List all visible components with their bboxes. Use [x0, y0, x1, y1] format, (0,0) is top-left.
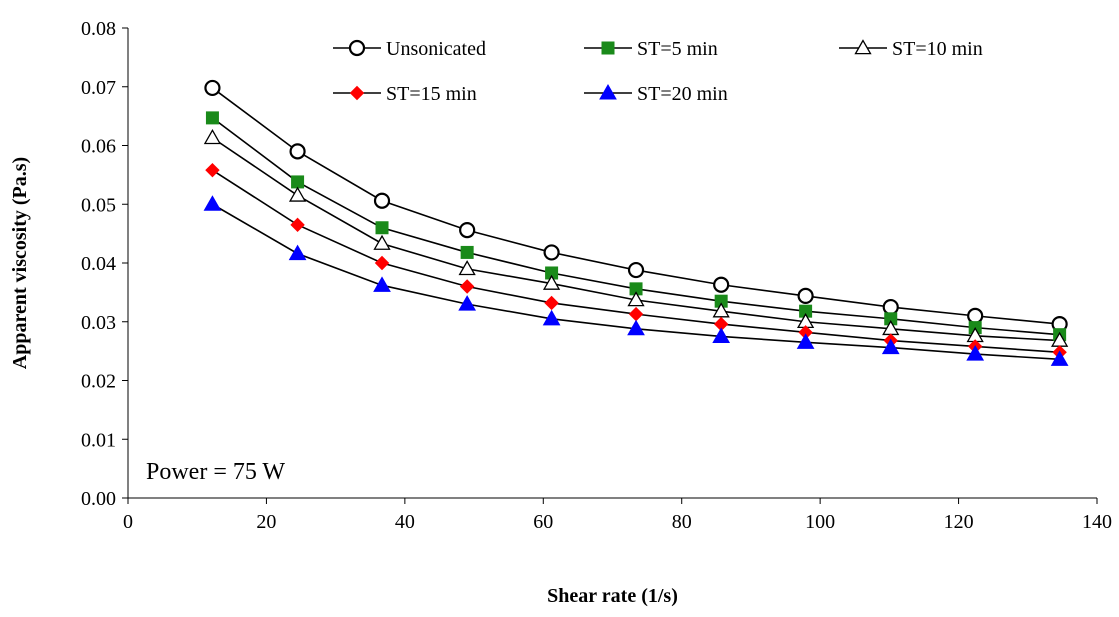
- data-point: [205, 111, 219, 125]
- x-tick-label: 80: [672, 511, 692, 533]
- ticks: 0 20 40 60 80 100 120 140 0.00 0.01 0.02 0.03 0.04 0.…: [81, 18, 1112, 533]
- y-tick-label: 0.02: [81, 371, 116, 393]
- x-tick-label: 40: [395, 511, 415, 533]
- data-point: [966, 345, 985, 361]
- data-point: [628, 306, 644, 322]
- y-axis-title: Apparent viscosity (Pa.s): [9, 157, 31, 369]
- x-tick-label: 20: [256, 511, 276, 533]
- data-point: [459, 222, 476, 239]
- data-point: [627, 319, 645, 336]
- data-point: [204, 79, 221, 97]
- legend-item: ST=5 min: [584, 38, 718, 60]
- data-point: [797, 287, 814, 304]
- legend-item: ST=20 min: [584, 83, 728, 105]
- data-point: [967, 307, 984, 324]
- data-point: [542, 309, 561, 326]
- data-point: [627, 291, 645, 307]
- series-markers: [203, 195, 1069, 366]
- data-point: [203, 129, 222, 145]
- data-point: [458, 295, 477, 311]
- y-tick-label: 0.03: [81, 312, 116, 334]
- data-point: [203, 195, 222, 211]
- x-tick-label: 60: [533, 511, 553, 533]
- data-point: [796, 333, 815, 349]
- y-tick-label: 0.05: [81, 194, 116, 216]
- data-point: [459, 279, 475, 294]
- legend-item: ST=15 min: [333, 83, 477, 105]
- legend-marker: [348, 39, 366, 57]
- series: [203, 79, 1069, 366]
- data-point: [374, 255, 390, 271]
- legend-label: ST=10 min: [892, 38, 983, 60]
- legend-label: Unsonicated: [386, 38, 486, 60]
- data-point: [544, 295, 559, 311]
- legend-marker: [601, 41, 615, 55]
- legend-item: Unsonicated: [333, 38, 486, 60]
- data-point: [460, 245, 474, 259]
- legend-label: ST=5 min: [637, 38, 718, 60]
- data-point: [712, 327, 731, 343]
- y-tick-label: 0.04: [81, 253, 116, 275]
- data-point: [543, 244, 560, 261]
- y-tick-label: 0.01: [81, 429, 116, 451]
- data-point: [375, 221, 389, 235]
- x-tick-label: 120: [944, 511, 974, 533]
- legend: Unsonicated ST=5 min ST=10 min ST=15 min ST=…: [333, 38, 983, 105]
- data-point: [881, 338, 900, 355]
- data-point: [542, 274, 561, 290]
- power-annotation: Power = 75 W: [146, 459, 285, 485]
- data-point: [288, 186, 307, 202]
- data-point: [291, 175, 305, 189]
- y-tick-label: 0.06: [81, 136, 116, 158]
- y-tick-label: 0.00: [81, 488, 116, 510]
- x-tick-label: 0: [123, 511, 133, 533]
- data-point: [713, 276, 730, 293]
- data-point: [627, 261, 645, 279]
- x-axis-title: Shear rate (1/s): [547, 585, 678, 607]
- data-point: [373, 192, 391, 209]
- series-markers: [203, 129, 1069, 347]
- data-point: [373, 276, 391, 292]
- legend-marker: [854, 39, 872, 55]
- legend-item: ST=10 min: [839, 38, 983, 60]
- series-markers: [204, 79, 1068, 333]
- legend-marker: [599, 83, 617, 100]
- legend-label: ST=20 min: [637, 83, 728, 105]
- x-tick-label: 100: [805, 511, 835, 533]
- x-tick-label: 140: [1082, 511, 1112, 533]
- data-point: [290, 217, 305, 233]
- data-point: [882, 298, 899, 316]
- legend-marker: [349, 85, 365, 101]
- series-line: [212, 203, 1060, 361]
- legend-label: ST=15 min: [386, 83, 477, 105]
- y-tick-label: 0.07: [81, 77, 116, 99]
- data-point: [458, 260, 476, 276]
- data-point: [289, 143, 306, 160]
- y-tick-label: 0.08: [81, 18, 116, 40]
- data-point: [288, 244, 307, 261]
- data-point: [373, 234, 391, 250]
- data-point: [1050, 350, 1069, 366]
- series-markers: [205, 111, 1067, 342]
- data-point: [205, 162, 220, 178]
- data-point: [712, 302, 730, 318]
